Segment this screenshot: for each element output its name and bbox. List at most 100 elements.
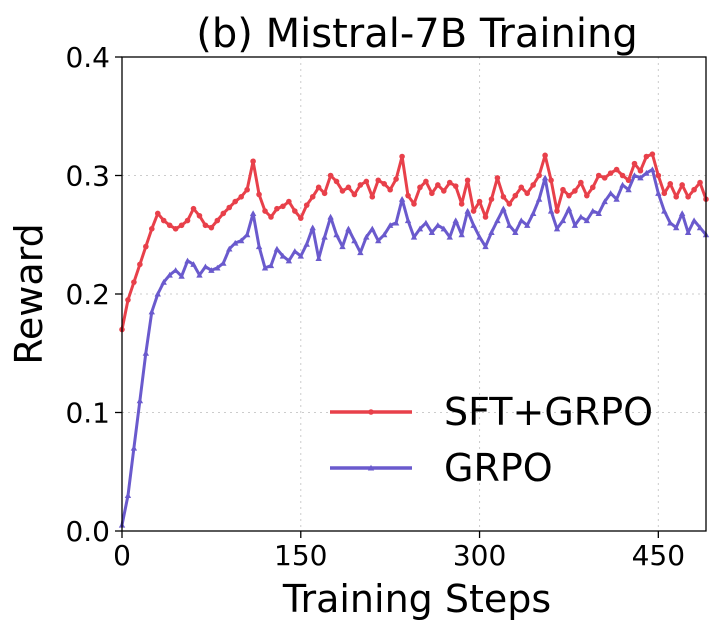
data-point-grpo [386, 222, 394, 228]
data-point-sft-grpo [381, 180, 388, 187]
legend-marker [367, 464, 375, 471]
data-point-sft-grpo [345, 184, 352, 191]
data-point-grpo [154, 290, 161, 297]
data-point-sft-grpo [369, 194, 376, 200]
data-point-sft-grpo [655, 172, 662, 179]
tick-layer: 0 150 300 450 0.0 0.1 0.2 0.3 0.4 [65, 41, 685, 572]
data-point-grpo [553, 225, 561, 232]
data-point-grpo [160, 278, 167, 285]
data-point-grpo [696, 224, 704, 231]
data-point-sft-grpo [667, 180, 674, 187]
data-point-grpo [321, 233, 328, 240]
y-tick-label: 0.2 [65, 278, 110, 311]
data-point-grpo [136, 397, 144, 404]
data-point-sft-grpo [172, 226, 179, 232]
data-point-grpo [678, 210, 686, 216]
data-point-sft-grpo [524, 190, 531, 197]
data-point-sft-grpo [286, 198, 292, 205]
data-point-grpo [619, 181, 626, 188]
data-point-sft-grpo [351, 191, 358, 198]
data-point-sft-grpo [417, 184, 423, 191]
data-point-sft-grpo [238, 194, 244, 200]
data-point-grpo [512, 229, 519, 235]
data-point-grpo [655, 190, 662, 196]
data-point-sft-grpo [214, 217, 221, 224]
data-point-grpo [673, 224, 680, 231]
data-point-sft-grpo [220, 210, 227, 217]
data-point-sft-grpo [411, 201, 417, 207]
data-point-grpo [291, 248, 299, 254]
data-point-sft-grpo [387, 186, 393, 193]
data-point-grpo [625, 186, 632, 193]
data-point-sft-grpo [595, 172, 602, 179]
data-point-grpo [500, 205, 507, 212]
data-point-sft-grpo [160, 217, 167, 224]
data-point-sft-grpo [303, 202, 310, 208]
data-point-grpo [506, 222, 513, 228]
data-point-grpo [297, 252, 304, 259]
data-point-sft-grpo [208, 224, 215, 231]
data-point-grpo [369, 225, 376, 232]
data-point-sft-grpo [566, 192, 572, 199]
data-point-grpo [571, 222, 579, 228]
data-point-sft-grpo [625, 177, 632, 184]
data-point-grpo [565, 205, 573, 212]
data-point-grpo [375, 237, 382, 244]
series-sft-grpo [119, 151, 709, 333]
x-tick-label: 450 [632, 539, 685, 572]
data-point-sft-grpo [661, 190, 668, 197]
data-point-sft-grpo [274, 205, 280, 212]
data-point-grpo [345, 225, 352, 232]
chart-title: (b) Mistral-7B Training [196, 11, 637, 57]
data-point-sft-grpo [601, 175, 608, 181]
data-point-sft-grpo [554, 208, 560, 214]
data-point-sft-grpo [148, 226, 155, 232]
data-point-grpo [559, 217, 567, 224]
grid-layer [122, 57, 706, 531]
x-tick-label: 0 [113, 539, 131, 572]
data-point-grpo [202, 263, 209, 270]
data-point-grpo [690, 217, 698, 224]
data-point-sft-grpo [697, 179, 703, 186]
data-point-grpo [261, 264, 269, 271]
data-point-grpo [482, 243, 489, 250]
data-point-sft-grpo [375, 177, 382, 184]
data-point-grpo [464, 207, 471, 214]
data-point-grpo [422, 219, 430, 226]
legend-item-grpo: GRPO [330, 446, 553, 490]
data-point-sft-grpo [482, 214, 489, 220]
data-point-sft-grpo [613, 166, 620, 173]
data-point-sft-grpo [184, 217, 191, 224]
data-point-grpo [684, 229, 692, 235]
data-point-grpo [232, 239, 239, 246]
data-point-grpo [661, 207, 668, 214]
data-point-sft-grpo [232, 198, 239, 205]
data-point-sft-grpo [458, 201, 465, 207]
data-point-grpo [148, 308, 155, 315]
data-point-sft-grpo [435, 182, 441, 188]
y-tick-label: 0.1 [65, 397, 110, 430]
data-point-grpo [309, 224, 316, 231]
data-point-grpo [208, 267, 215, 273]
data-point-sft-grpo [125, 297, 131, 303]
data-point-grpo [363, 233, 370, 240]
data-point-sft-grpo [357, 182, 364, 188]
data-point-grpo [452, 217, 459, 224]
data-point-sft-grpo [643, 153, 650, 160]
y-tick-label: 0.3 [65, 160, 110, 193]
data-point-sft-grpo [446, 179, 453, 186]
data-point-sft-grpo [393, 176, 399, 182]
data-point-grpo [488, 229, 495, 235]
data-point-grpo [428, 229, 436, 235]
data-point-grpo [220, 259, 227, 266]
x-axis-label: Training Steps [282, 577, 551, 621]
data-point-sft-grpo [637, 167, 644, 174]
data-point-grpo [172, 267, 179, 273]
data-point-sft-grpo [429, 190, 435, 197]
data-point-grpo [273, 245, 281, 252]
data-point-sft-grpo [518, 184, 525, 191]
data-point-grpo [410, 233, 418, 240]
data-point-grpo [243, 231, 251, 238]
data-point-sft-grpo [464, 177, 471, 184]
